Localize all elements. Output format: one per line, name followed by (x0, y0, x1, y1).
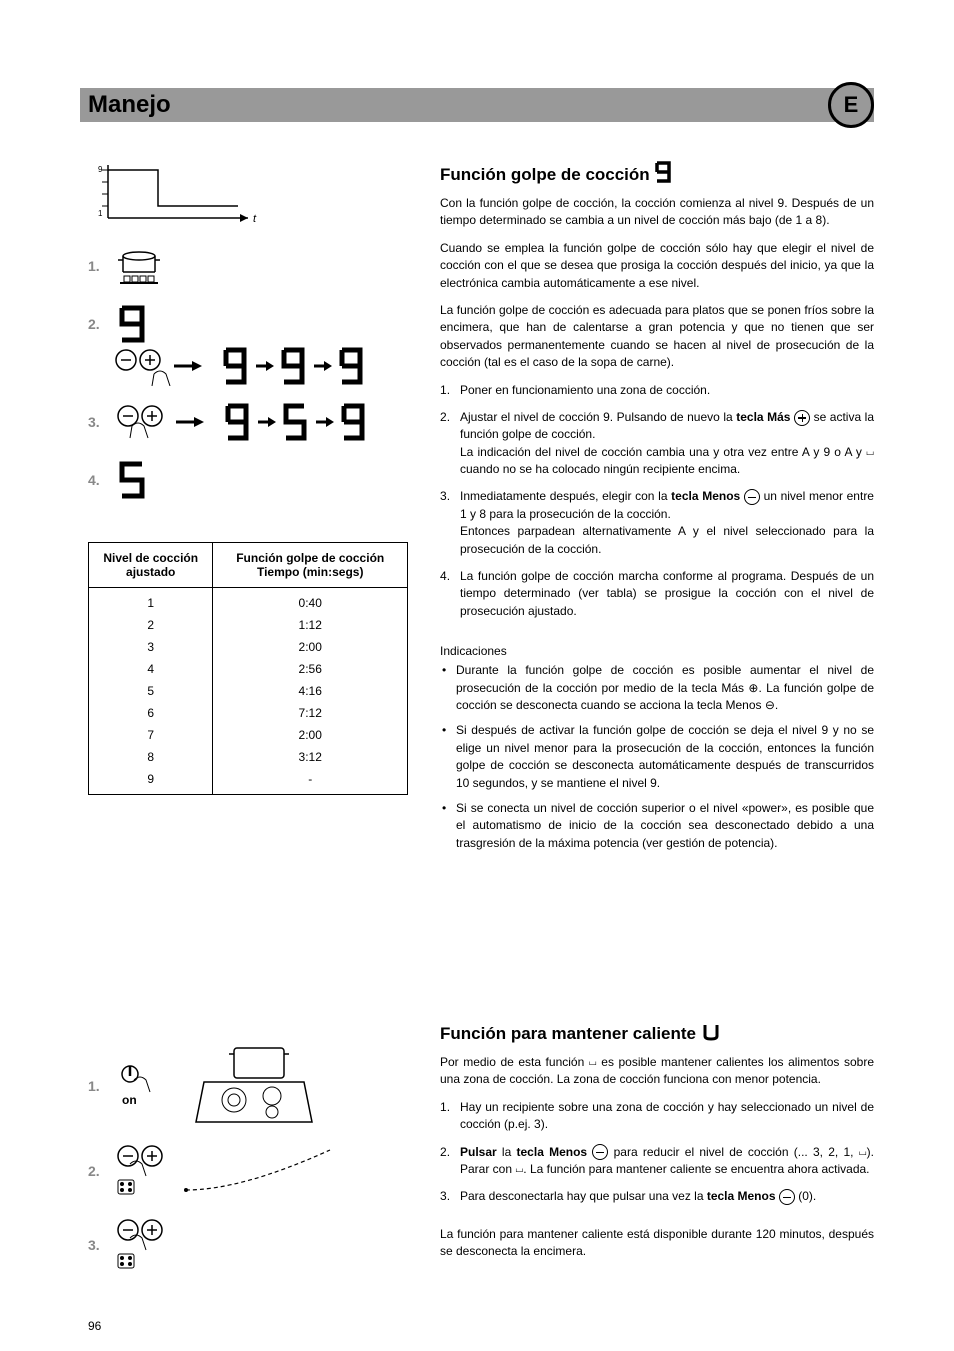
paragraph: La función golpe de cocción es adecuada … (440, 302, 874, 372)
step-chart: 9 1 t (88, 160, 268, 230)
x-label: t (253, 213, 257, 225)
table-row: 32:00 (89, 636, 408, 658)
paragraph: Por medio de esta función ⏘ es posible m… (440, 1054, 874, 1089)
digit-5-icon (114, 458, 154, 502)
minus-icon (779, 1189, 795, 1205)
table-row: 72:00 (89, 724, 408, 746)
arrow-icon (174, 359, 202, 373)
page-number: 96 (88, 1319, 101, 1333)
diagram2-step-3: 3. (88, 1216, 418, 1274)
diagram2-step-1: 1. on (88, 1046, 418, 1126)
steps-list: Poner en funcionamiento una zona de cocc… (440, 382, 874, 621)
step-number: 1. (88, 258, 114, 274)
indications-list: Durante la función golpe de cocción es p… (440, 662, 874, 852)
section-heading: Función golpe de cocción (440, 160, 874, 185)
minus-icon (592, 1144, 608, 1160)
minus-plus-touch-icon (114, 346, 174, 386)
minus-touch-plus-icon (114, 402, 164, 442)
bullet-item: Si después de activar la función golpe d… (440, 722, 874, 792)
plus-icon (794, 410, 810, 426)
header-bar: Manejo (80, 88, 874, 122)
page-title: Manejo (88, 91, 171, 119)
diagram-step-1: 1. (88, 246, 418, 286)
table-header: Función golpe de cocción Tiempo (min:seg… (213, 543, 408, 588)
step-number: 1. (88, 1078, 114, 1094)
table-row: 9- (89, 768, 408, 795)
cooking-time-table: Nivel de cocción ajustado Función golpe … (88, 542, 408, 795)
minus-touch-icon (114, 1142, 174, 1200)
step-item: La función golpe de cocción marcha confo… (440, 568, 874, 620)
pot-icon (114, 246, 164, 286)
left-column-2: 1. on 2. (88, 1030, 418, 1274)
step-note: La indicación del nivel de cocción cambi… (460, 444, 874, 479)
display-sequence (222, 346, 366, 386)
a-icon (654, 160, 674, 184)
table-row: 83:12 (89, 746, 408, 768)
step-number: 2. (88, 316, 114, 332)
step-note: Entonces parpadean alternativamente A y … (460, 523, 874, 558)
table-row: 67:12 (89, 702, 408, 724)
step-item: Para desconectarla hay que pulsar una ve… (440, 1188, 874, 1205)
language-badge: E (828, 82, 874, 128)
indications-heading: Indicaciones (440, 644, 874, 658)
section-heading: Función para mantener caliente (440, 1022, 874, 1044)
step-number: 4. (88, 472, 114, 488)
step-number: 3. (88, 414, 114, 430)
table-row: 54:16 (89, 680, 408, 702)
step-item: Pulsar la tecla Menos para reducir el ni… (440, 1144, 874, 1179)
svg-text:on: on (122, 1093, 137, 1107)
table-row: 42:56 (89, 658, 408, 680)
diagram2-step-2: 2. (88, 1142, 418, 1200)
footer-paragraph: La función para mantener caliente está d… (440, 1226, 874, 1261)
bullet-item: Durante la función golpe de cocción es p… (440, 662, 874, 714)
bullet-item: Si se conecta un nivel de cocción superi… (440, 800, 874, 852)
diagram-step-2: 2. (88, 302, 418, 386)
table-row: 10:40 (89, 588, 408, 615)
right-column: Función golpe de cocción Con la función … (440, 160, 874, 860)
step-item: Poner en funcionamiento una zona de cocc… (440, 382, 874, 399)
step-number: 3. (88, 1237, 114, 1253)
keep-warm-icon (701, 1022, 721, 1042)
left-column: 9 1 t 1. 2. (88, 160, 418, 795)
step-item: Inmediatamente después, elegir con la te… (440, 488, 874, 558)
diagram-step-3: 3. (88, 402, 418, 442)
dashed-line-icon (182, 1146, 332, 1196)
step-number: 2. (88, 1163, 114, 1179)
heading-text: Función para mantener caliente (440, 1024, 696, 1043)
minus-icon (744, 489, 760, 505)
display-sequence (224, 402, 368, 442)
hob-pot-icon (194, 1046, 314, 1126)
language-badge-text: E (844, 92, 859, 118)
arrow-icon (176, 415, 204, 429)
table-row: 21:12 (89, 614, 408, 636)
heading-text: Función golpe de cocción (440, 165, 650, 184)
diagram-step-4: 4. (88, 458, 418, 502)
table-body: 10:40 21:12 32:00 42:56 54:16 67:12 72:0… (89, 588, 408, 795)
minus-touch-icon (114, 1216, 174, 1274)
paragraph: Cuando se emplea la función golpe de coc… (440, 240, 874, 292)
step-item: Hay un recipiente sobre una zona de cocc… (440, 1099, 874, 1134)
digit-9-icon (114, 302, 154, 346)
power-on-icon: on (114, 1064, 154, 1108)
paragraph: Con la función golpe de cocción, la cocc… (440, 195, 874, 230)
ytick-1: 1 (98, 209, 103, 218)
steps-list-2: Hay un recipiente sobre una zona de cocc… (440, 1099, 874, 1206)
right-column-2: Función para mantener caliente Por medio… (440, 1022, 874, 1271)
table-header: Nivel de cocción ajustado (89, 543, 213, 588)
step-item: Ajustar el nivel de cocción 9. Pulsando … (440, 409, 874, 479)
